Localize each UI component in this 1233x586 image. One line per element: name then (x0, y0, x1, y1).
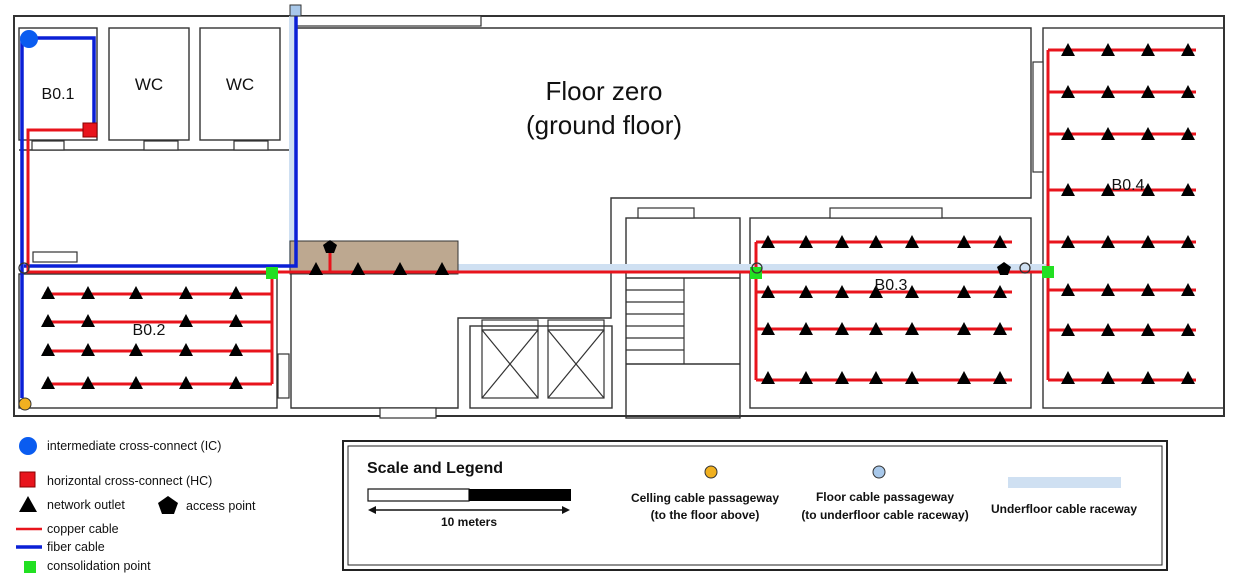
ceiling-passage-icon (704, 465, 718, 479)
underfloor-raceway (289, 16, 1050, 273)
scale-legend-title: Scale and Legend (367, 460, 503, 477)
legend-outlet-icon (19, 496, 37, 512)
room-label-b04: B0.4 (1112, 177, 1145, 194)
scale-label: 10 meters (441, 515, 497, 529)
floor-passage-label-1: Floor cable passageway (816, 490, 954, 504)
room-label-b02: B0.2 (133, 322, 166, 339)
doors (31, 15, 1044, 419)
ceiling-passage-label-2: (to the floor above) (651, 508, 760, 522)
legend-hc-label: horizontal cross-connect (HC) (47, 474, 212, 488)
room-label-wc2: WC (226, 75, 254, 94)
legend-cp-icon (24, 561, 36, 573)
legend-ic-label: intermediate cross-connect (IC) (47, 439, 221, 453)
scale-legend-box: Scale and Legend 10 meters Celling cable… (342, 440, 1168, 571)
floor-passage-marker (1019, 262, 1031, 274)
elevators (481, 319, 605, 399)
scale-bar-black (469, 489, 571, 501)
raceway-icon (1008, 477, 1121, 488)
ic-marker (20, 30, 38, 48)
staircase (626, 278, 685, 364)
floor-passage-label-2: (to underfloor cable raceway) (801, 508, 968, 522)
floor-passage-marker (18, 262, 30, 274)
legend-ap-icon (158, 496, 178, 514)
hc-marker (82, 122, 98, 138)
legend-ap-label: access point (186, 499, 256, 513)
legend-ic-icon (19, 437, 37, 455)
room-label-wc1: WC (135, 75, 163, 94)
access-points (323, 240, 1011, 275)
floor-passage-marker (751, 262, 763, 274)
floor-title: Floor zero (545, 76, 662, 106)
floor-passage-marker (289, 4, 302, 17)
raceway-label: Underfloor cable raceway (991, 502, 1137, 516)
building-walls (13, 15, 1225, 419)
scale-bar-white (367, 488, 470, 502)
legend-cp-label: consolidation point (47, 559, 151, 573)
legend: intermediate cross-connect (IC) horizont… (16, 437, 256, 573)
room-label-b01: B0.1 (42, 86, 75, 103)
legend-copper-label: copper cable (47, 522, 119, 536)
legend-fiber-label: fiber cable (47, 540, 105, 554)
ceiling-passage-marker (18, 397, 32, 411)
legend-outlet-label: network outlet (47, 498, 125, 512)
floor-subtitle: (ground floor) (526, 110, 682, 140)
room-label-b03: B0.3 (875, 277, 908, 294)
floor-passage-icon (872, 465, 886, 479)
legend-hc-icon (19, 471, 36, 488)
fiber-cable (20, 16, 298, 398)
ceiling-passage-label-1: Celling cable passageway (631, 491, 779, 505)
